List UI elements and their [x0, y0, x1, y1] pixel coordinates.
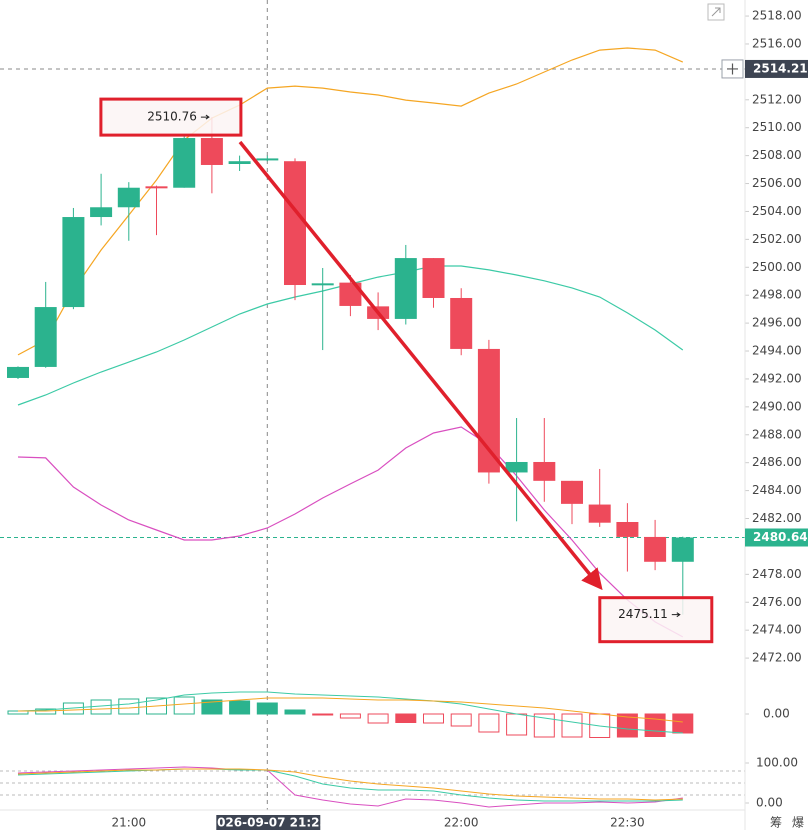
- macd-bar: [561, 713, 583, 738]
- macd-bar: [312, 713, 334, 716]
- y-tick-label: 2496.00: [752, 316, 802, 330]
- candle-body: [228, 161, 251, 164]
- candle-body: [533, 461, 556, 481]
- macd-bar: [478, 713, 500, 733]
- macd-bar: [201, 699, 223, 715]
- y-tick-label: 2492.00: [752, 371, 802, 385]
- y-tick-label: 2472.00: [752, 651, 802, 665]
- candle-body: [34, 307, 57, 367]
- y-tick-label: 2484.00: [752, 483, 802, 497]
- y-tick-label: 2482.00: [752, 511, 802, 525]
- y-tick-label: 2474.00: [752, 623, 802, 637]
- toolbar-button[interactable]: 爆: [792, 816, 804, 830]
- y-tick-label: 2500.00: [752, 260, 802, 274]
- y-tick-label: 2488.00: [752, 427, 802, 441]
- icon-glyph: [711, 7, 721, 17]
- macd-bar: [644, 713, 666, 737]
- candle-body: [284, 161, 306, 286]
- y-tick-label: 2506.00: [752, 176, 802, 190]
- kdj-line: [17, 768, 683, 802]
- candle-body: [311, 283, 334, 286]
- y-tick-label: 2498.00: [752, 288, 802, 302]
- y-tick-label: 2502.00: [752, 232, 802, 246]
- last-price-label: 2480.64: [753, 530, 808, 544]
- crosshair-y-tag: [745, 59, 808, 78]
- candle-body: [256, 158, 279, 161]
- candle-body: [200, 138, 223, 165]
- y-tick-label: 2494.00: [752, 344, 802, 358]
- candle-body: [173, 138, 196, 188]
- candle-body: [671, 537, 694, 562]
- last-price-tag: [745, 528, 808, 547]
- candle-body: [644, 536, 667, 562]
- candle-body: [394, 258, 417, 319]
- y-tick-label: 2510.00: [752, 120, 802, 134]
- macd-line: [18, 697, 683, 723]
- kdj-line: [17, 766, 683, 808]
- kdj-line: [17, 768, 683, 801]
- crosshair-y-label: 2514.21: [753, 61, 808, 75]
- y-tick-label: 2478.00: [752, 567, 802, 581]
- annotation-label: 2510.76: [147, 110, 197, 124]
- y-tick-label: 2490.00: [752, 399, 802, 413]
- y-tick-label: 2512.00: [752, 92, 802, 106]
- annotation-label: 2475.11: [618, 607, 668, 621]
- macd-line: [17, 691, 683, 734]
- macd-bar: [284, 709, 306, 715]
- candle-body: [145, 186, 168, 189]
- crosshair-plus: [727, 63, 738, 75]
- candle-body: [616, 522, 639, 537]
- x-tick-label: 22:30: [610, 816, 645, 830]
- macd-bar: [339, 713, 361, 719]
- y-tick-label: 2508.00: [752, 148, 802, 162]
- macd-bar: [173, 696, 195, 715]
- candle-body: [477, 348, 500, 473]
- x-tick-label: 21:00: [112, 816, 147, 830]
- trend-arrow: [238, 140, 603, 591]
- macd-bar: [229, 700, 251, 715]
- annotation-box: [598, 596, 714, 644]
- crosshair-x-tag: [216, 815, 321, 830]
- expand-icon[interactable]: [707, 3, 725, 21]
- macd-bar: [506, 713, 528, 736]
- candle-body: [422, 258, 445, 298]
- y-tick-label: 2486.00: [752, 455, 802, 469]
- annotation-arrow: [200, 114, 210, 120]
- overlay-layer: 2510.76 2475.11 2480.64 2514.21 2026-09-07 2…: [99, 59, 808, 830]
- macd-bar: [256, 702, 278, 715]
- toolbar-button[interactable]: 筹: [770, 816, 782, 830]
- macd-bar: [616, 713, 638, 738]
- y-tick-label: 2518.00: [752, 9, 802, 23]
- macd-bar: [423, 713, 444, 724]
- marks-layer: [7, 47, 694, 808]
- macd-tick-label: 0.00: [763, 707, 790, 721]
- crosshair-x-label: 2026-09-07 21:25: [209, 816, 328, 830]
- macd-bar: [450, 713, 472, 727]
- x-tick-label: 22:00: [444, 816, 479, 830]
- macd-bar: [367, 713, 389, 724]
- kdj-tick-label: 100.00: [756, 756, 798, 770]
- candle-body: [7, 366, 29, 378]
- candle-body: [90, 207, 113, 218]
- candle-body: [588, 504, 611, 523]
- candle-body: [450, 297, 473, 349]
- macd-bar: [118, 698, 140, 715]
- y-tick-label: 2476.00: [752, 595, 802, 609]
- candle-body: [505, 461, 528, 473]
- candle-body: [339, 282, 362, 306]
- candle-body: [117, 187, 140, 208]
- macd-bar: [395, 713, 417, 723]
- y-tick-label: 2516.00: [752, 36, 802, 50]
- macd-bar: [672, 713, 694, 734]
- candle-body: [561, 480, 583, 504]
- y-tick-label: 2504.00: [752, 204, 802, 218]
- band-line: [17, 426, 684, 638]
- annotation-arrow: [671, 612, 681, 618]
- annotation-box: [99, 97, 243, 137]
- macd-bar: [533, 713, 555, 738]
- kdj-tick-label: 0.00: [756, 796, 783, 810]
- candle-body: [62, 217, 85, 308]
